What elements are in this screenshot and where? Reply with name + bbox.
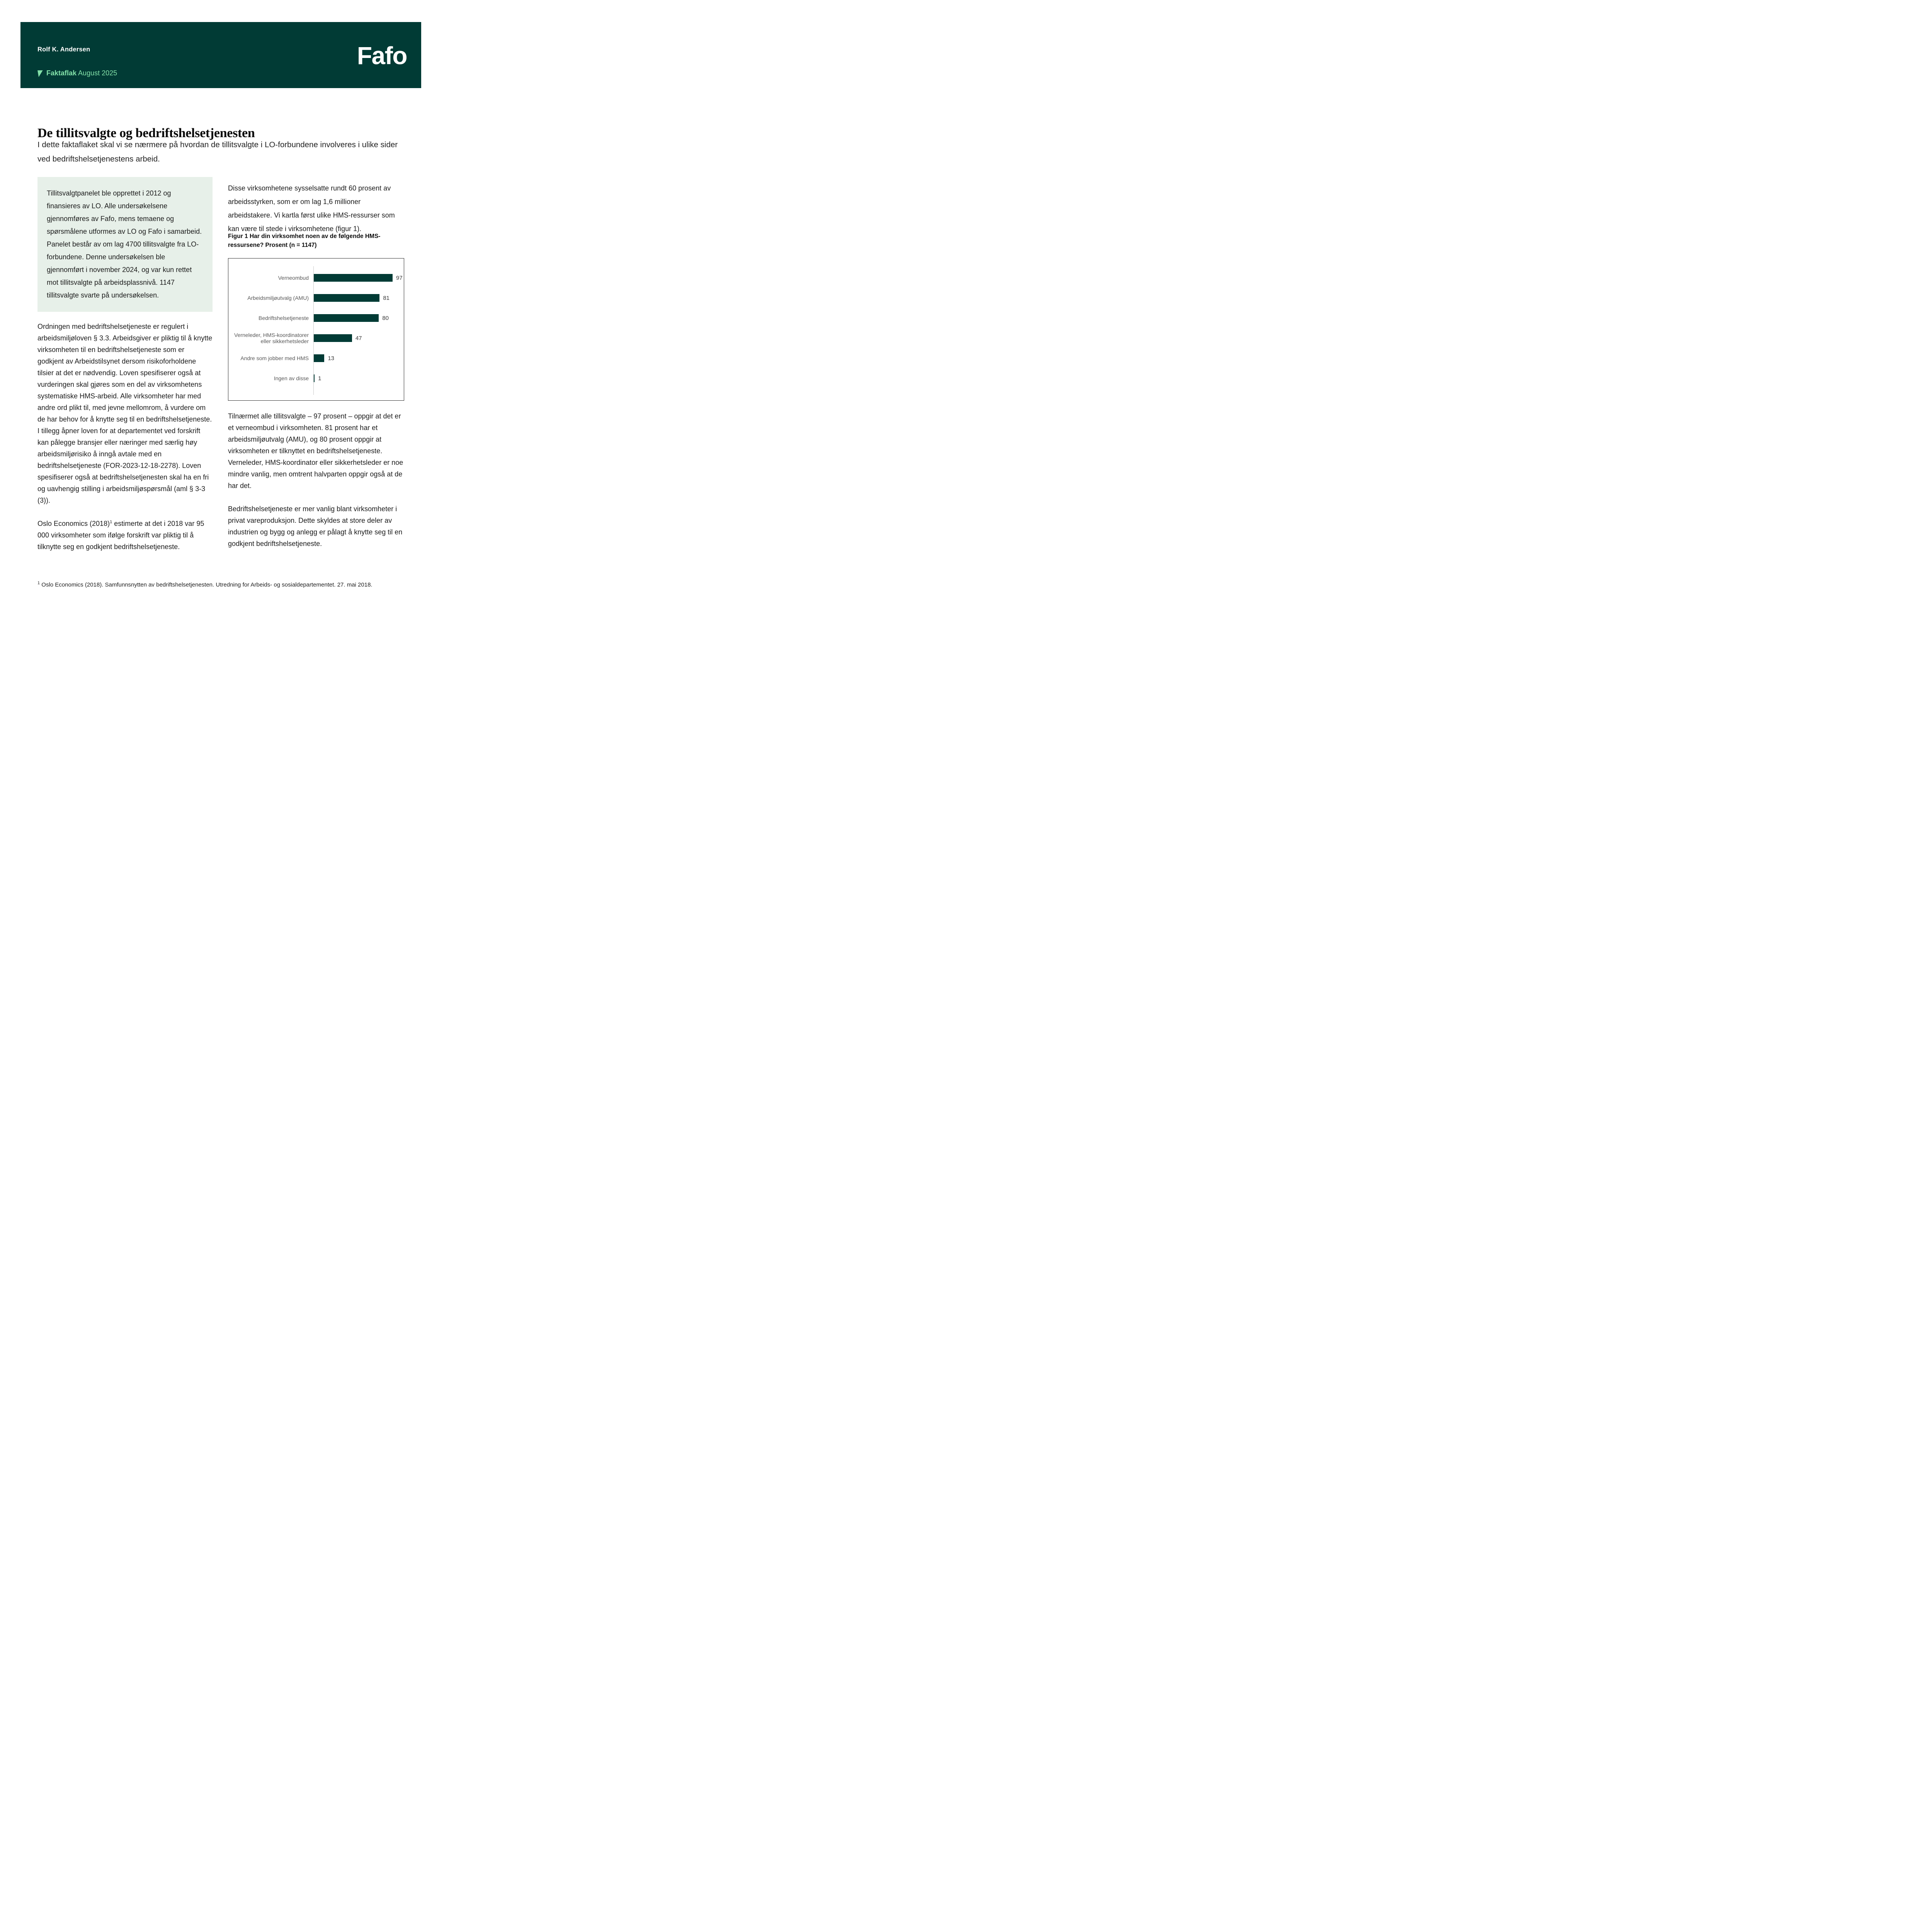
left-column-body: Ordningen med bedriftshelsetjeneste er r… bbox=[37, 321, 213, 553]
footnote: 1 Oslo Economics (2018). Samfunnsnytten … bbox=[37, 581, 410, 589]
chart-row: Arbeidsmiljøutvalg (AMU) 81 bbox=[228, 288, 401, 308]
chart-bar-area: 81 bbox=[314, 288, 401, 308]
page-title: De tillitsvalgte og bedriftshelsetjenest… bbox=[37, 126, 255, 140]
chart-value-label: 1 bbox=[318, 375, 321, 382]
chart-bar-area: 97 bbox=[314, 268, 403, 288]
figure-caption: Figur 1 Har din virksomhet noen av de fø… bbox=[228, 233, 381, 248]
chart-row: Verneombud 97 bbox=[228, 268, 403, 288]
chart-row: Andre som jobber med HMS 13 bbox=[228, 348, 401, 368]
chart-bar-area: 1 bbox=[314, 368, 401, 388]
chart-category-label: Andre som jobber med HMS bbox=[240, 355, 309, 361]
triangle-icon bbox=[37, 70, 43, 77]
fafo-logo: Fafo bbox=[357, 42, 408, 70]
series-title: Faktaflak August 2025 bbox=[46, 69, 117, 77]
chart-bar bbox=[314, 374, 315, 382]
chart-rows: Verneombud 97 Arbeidsmiljøutvalg (AMU) 81 Be… bbox=[228, 268, 403, 388]
series-issue: August 2025 bbox=[77, 69, 117, 77]
body-text: Oslo Economics (2018) bbox=[37, 520, 110, 527]
chart-category-label: Verneombud bbox=[278, 275, 309, 281]
footnote-text: Oslo Economics (2018). Samfunnsnytten av… bbox=[40, 582, 373, 588]
series-name: Faktaflak bbox=[46, 69, 77, 77]
chart-value-label: 80 bbox=[382, 315, 389, 321]
faktaflak-page: Rolf K. Andersen Faktaflak August 2025 F… bbox=[0, 0, 442, 624]
intro-paragraph: I dette faktaflaket skal vi se nærmere p… bbox=[37, 140, 398, 163]
chart-axis-line bbox=[313, 266, 314, 395]
series-row: Faktaflak August 2025 bbox=[37, 69, 117, 77]
chart-value-label: 47 bbox=[355, 335, 362, 342]
chart-bar bbox=[314, 314, 379, 322]
chart-bar bbox=[314, 354, 325, 362]
body-paragraph: Tilnærmet alle tillitsvalgte – 97 prosen… bbox=[228, 412, 403, 490]
chart-bar-area: 13 bbox=[314, 348, 401, 368]
chart-value-label: 81 bbox=[383, 294, 390, 301]
chart-value-label: 97 bbox=[396, 274, 403, 281]
body-paragraph: Ordningen med bedriftshelsetjeneste er r… bbox=[37, 323, 213, 504]
body-paragraph: Oslo Economics (2018)1 estimerte at det … bbox=[37, 518, 213, 553]
figure-1-bar-chart: Verneombud 97 Arbeidsmiljøutvalg (AMU) 81 Be… bbox=[228, 258, 404, 401]
chart-value-label: 13 bbox=[328, 355, 335, 362]
chart-row: Verneleder, HMS-koordinatorer eller sikk… bbox=[228, 328, 401, 348]
chart-bar bbox=[314, 274, 393, 282]
chart-bar bbox=[314, 294, 380, 302]
header-band: Rolf K. Andersen Faktaflak August 2025 F… bbox=[20, 22, 421, 88]
chart-row: Ingen av disse 1 bbox=[228, 368, 401, 388]
chart-bar-area: 47 bbox=[314, 328, 401, 348]
chart-category-label: Verneleder, HMS-koordinatorer eller sikk… bbox=[234, 332, 309, 344]
chart-bar bbox=[314, 334, 352, 342]
chart-row: Bedriftshelsetjeneste 80 bbox=[228, 308, 401, 328]
body-paragraph: Bedriftshelsetjeneste er mer vanlig blan… bbox=[228, 505, 403, 548]
chart-category-label: Arbeidsmiljøutvalg (AMU) bbox=[247, 295, 309, 301]
chart-category-label: Bedriftshelsetjeneste bbox=[259, 315, 309, 321]
author-name: Rolf K. Andersen bbox=[37, 46, 90, 53]
chart-category-label: Ingen av disse bbox=[274, 375, 309, 381]
infobox: Tillitsvalgtpanelet ble opprettet i 2012… bbox=[37, 177, 213, 312]
footnote-marker: 1 bbox=[110, 520, 112, 524]
footnote-marker: 1 bbox=[37, 581, 40, 585]
body-text: estimerte at det i 2018 var 95 000 virks… bbox=[37, 520, 204, 551]
infobox-text: Tillitsvalgtpanelet ble opprettet i 2012… bbox=[47, 189, 202, 299]
body-paragraph: Disse virksomhetene sysselsatte rundt 60… bbox=[228, 184, 395, 233]
chart-bar-area: 80 bbox=[314, 308, 401, 328]
